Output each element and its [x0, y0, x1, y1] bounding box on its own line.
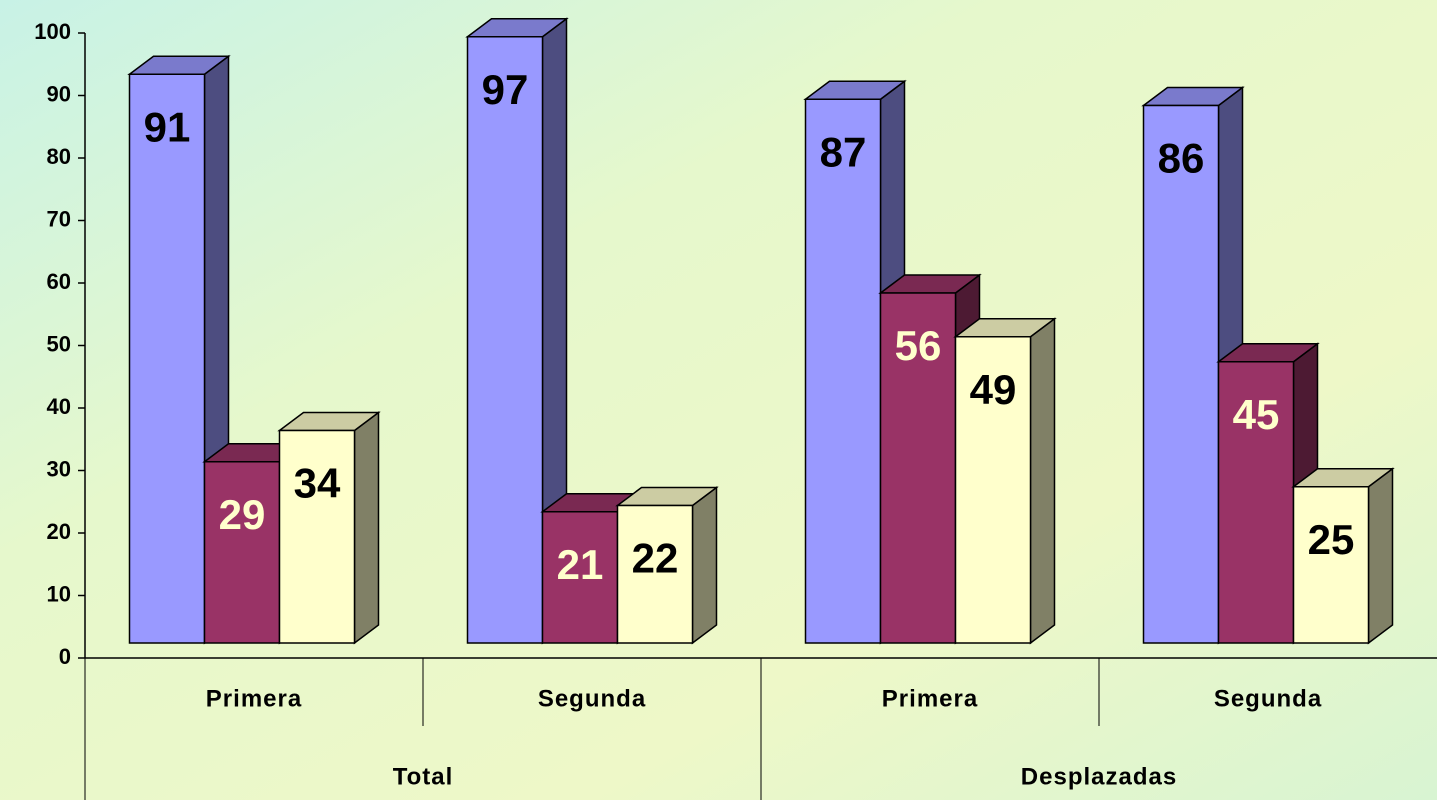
- value-label: 86: [1158, 135, 1205, 182]
- y-tick-label: 60: [47, 269, 71, 294]
- x-tick-label: Primera: [882, 685, 978, 712]
- y-tick-label: 80: [47, 144, 71, 169]
- y-tick-label: 10: [47, 581, 71, 606]
- bar: [615, 486, 719, 645]
- bar: [953, 317, 1057, 645]
- y-tick-label: 0: [59, 644, 71, 669]
- bar-front: [616, 504, 694, 644]
- bar-side: [353, 411, 380, 645]
- x-tick-label: Segunda: [538, 685, 646, 712]
- value-label: 87: [820, 128, 867, 175]
- y-tick-label: 50: [47, 331, 71, 356]
- bar-front: [203, 461, 281, 644]
- bar-front: [1142, 104, 1220, 644]
- bar-front: [466, 36, 544, 644]
- group-label: Total: [393, 763, 454, 790]
- value-label: 22: [632, 535, 679, 582]
- bar-front: [128, 73, 206, 644]
- bar-front: [804, 98, 882, 644]
- bar-front: [879, 292, 957, 644]
- bar-front: [954, 336, 1032, 644]
- bar-front: [1292, 486, 1370, 644]
- y-tick-label: 40: [47, 394, 71, 419]
- value-label: 45: [1233, 391, 1280, 438]
- bar-side: [691, 486, 718, 645]
- x-tick-label: Primera: [206, 685, 302, 712]
- x-tick-label: Segunda: [1214, 685, 1322, 712]
- value-label: 34: [294, 460, 341, 507]
- bar-front: [1217, 361, 1295, 644]
- value-label: 25: [1308, 516, 1355, 563]
- bar-side: [1029, 317, 1056, 645]
- y-tick-label: 70: [47, 206, 71, 231]
- bar: [277, 411, 381, 645]
- value-label: 21: [557, 541, 604, 588]
- bar: [1291, 467, 1395, 645]
- value-label: 91: [144, 103, 191, 150]
- y-tick-label: 100: [34, 19, 71, 44]
- y-tick-label: 30: [47, 456, 71, 481]
- bar: [465, 17, 569, 645]
- y-tick-label: 20: [47, 519, 71, 544]
- group-label: Desplazadas: [1021, 763, 1177, 790]
- bar-side: [1367, 467, 1394, 645]
- value-label: 29: [219, 491, 266, 538]
- y-tick-label: 90: [47, 81, 71, 106]
- value-label: 97: [482, 66, 529, 113]
- value-label: 56: [895, 322, 942, 369]
- value-label: 49: [970, 366, 1017, 413]
- bar-front: [278, 429, 356, 644]
